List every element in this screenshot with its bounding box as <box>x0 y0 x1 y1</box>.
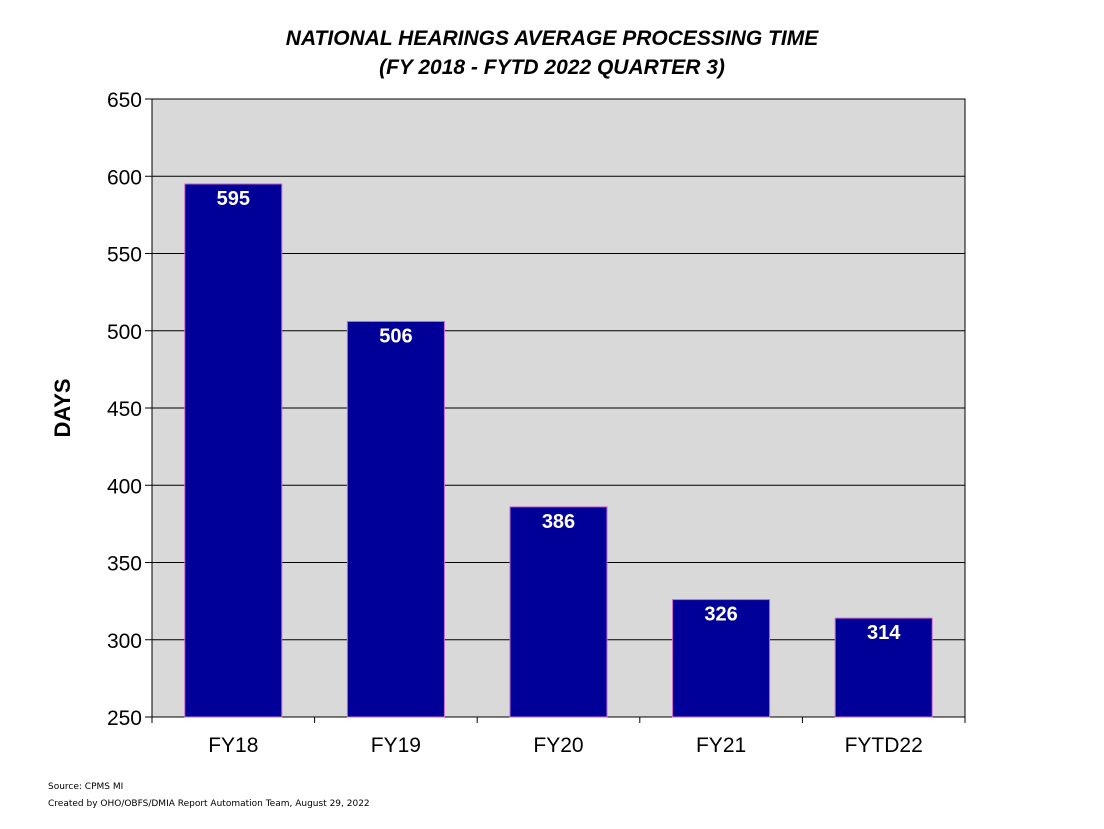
source-note: Source: CPMS MI <box>48 782 124 792</box>
y-axis-ticks: 250 300 350 400 450 500 550 600 650 <box>107 89 152 730</box>
y-tick-label: 450 <box>107 398 142 421</box>
credit-note: Created by OHO/OBFS/DMIA Report Automati… <box>48 799 370 809</box>
data-label: 386 <box>542 511 575 533</box>
bar-fy20 <box>509 506 608 718</box>
x-tick-label: FY21 <box>696 734 746 757</box>
y-tick-label: 550 <box>107 244 142 267</box>
bar-fy18 <box>184 183 283 718</box>
x-tick-label: FY18 <box>208 734 258 757</box>
bar-fy19 <box>346 320 445 718</box>
y-tick-label: 650 <box>107 89 142 112</box>
chart-subtitle: (FY 2018 - FYTD 2022 QUARTER 3) <box>379 56 725 79</box>
x-axis-ticks: FY18 FY19 FY20 FY21 FYTD22 <box>151 717 966 757</box>
y-axis-label: DAYS <box>50 378 75 437</box>
gridlines <box>152 175 965 641</box>
y-tick-label: 300 <box>107 630 142 653</box>
x-tick-label: FY20 <box>533 734 583 757</box>
data-label: 595 <box>217 188 250 210</box>
y-tick-label: 250 <box>107 707 142 730</box>
y-tick-label: 400 <box>107 475 142 498</box>
y-tick-label: 500 <box>107 321 142 344</box>
x-tick-label: FYTD22 <box>845 734 923 757</box>
y-tick-label: 350 <box>107 553 142 576</box>
data-label: 326 <box>704 604 737 626</box>
y-tick-label: 600 <box>107 166 142 189</box>
chart-title: NATIONAL HEARINGS AVERAGE PROCESSING TIM… <box>285 27 819 50</box>
bar-fytd22 <box>834 617 933 718</box>
data-label: 506 <box>379 325 412 347</box>
data-label: 314 <box>867 622 901 644</box>
bar-fy21 <box>672 599 771 718</box>
bars: 595 506 386 326 314 <box>184 183 933 718</box>
x-tick-label: FY19 <box>371 734 421 757</box>
